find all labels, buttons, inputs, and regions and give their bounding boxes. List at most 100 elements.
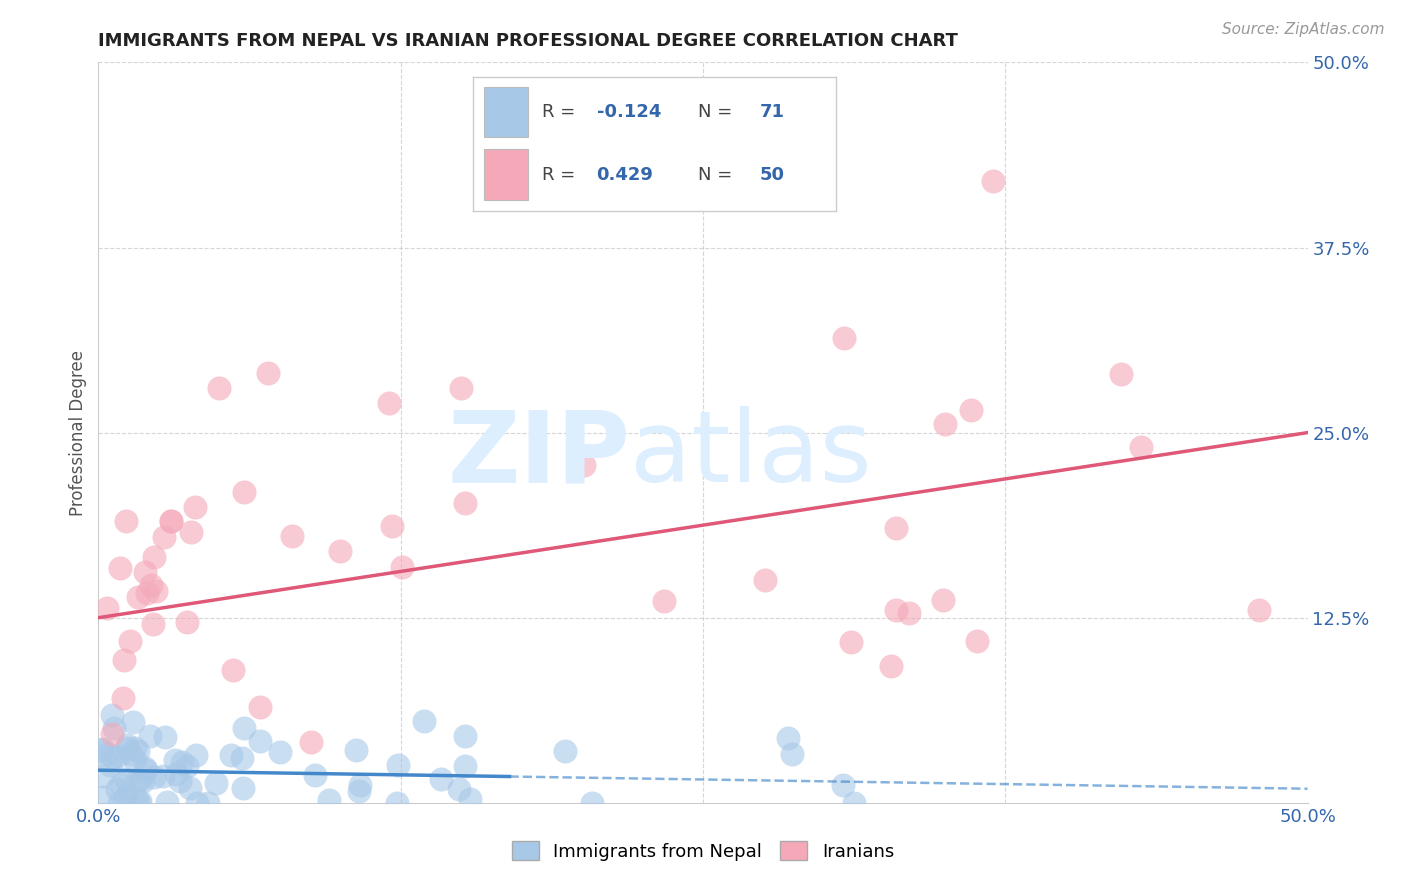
Point (111, 690, 134, 705)
Point (347, 784, 370, 798)
Point (134, 761, 156, 775)
Point (135, 763, 157, 777)
Point (176, 615, 198, 629)
Point (101, 708, 124, 723)
Point (886, 603, 908, 617)
Point (232, 721, 254, 735)
Point (122, 714, 145, 729)
Point (124, 792, 146, 806)
Point (96, 747, 118, 761)
Y-axis label: Professional Degree: Professional Degree (69, 350, 87, 516)
Point (232, 781, 254, 796)
Point (842, 796, 865, 810)
Point (222, 663, 245, 677)
Point (780, 747, 803, 761)
Point (304, 767, 326, 781)
Point (1249, 603, 1271, 617)
Point (256, 367, 278, 381)
Point (128, 796, 150, 810)
Point (100, 758, 122, 772)
Point (179, 780, 201, 795)
Point (115, 514, 138, 528)
Point (449, 781, 471, 796)
Point (377, 396, 399, 410)
Point (135, 586, 157, 600)
Point (344, 743, 367, 757)
Point (127, 590, 149, 604)
Point (145, 584, 167, 599)
Point (932, 593, 955, 607)
Point (231, 751, 253, 765)
Point (169, 774, 191, 789)
Point (108, 560, 131, 574)
Point (108, 796, 131, 810)
Point (1109, 367, 1132, 381)
Point (381, 519, 404, 533)
Point (208, 381, 231, 395)
Point (879, 659, 901, 673)
Point (554, 744, 576, 758)
Point (269, 745, 291, 759)
Point (776, 731, 799, 745)
Point (160, 514, 183, 528)
Point (281, 529, 304, 543)
Legend: Immigrants from Nepal, Iranians: Immigrants from Nepal, Iranians (505, 834, 901, 868)
Point (165, 753, 187, 767)
Point (839, 635, 862, 649)
Point (454, 759, 477, 773)
Point (232, 484, 254, 499)
Point (91, 742, 114, 756)
Point (413, 714, 436, 728)
Point (172, 755, 194, 769)
Point (132, 774, 155, 789)
Point (981, 174, 1004, 188)
Point (898, 607, 921, 621)
Point (184, 500, 207, 514)
Point (125, 772, 148, 787)
Point (581, 796, 603, 810)
Point (105, 782, 128, 797)
Point (91, 769, 114, 783)
Text: ZIP: ZIP (447, 407, 630, 503)
Point (114, 790, 136, 805)
Point (96, 601, 118, 615)
Point (219, 748, 242, 763)
Point (110, 777, 132, 791)
Point (124, 740, 146, 755)
Point (101, 749, 124, 764)
Point (115, 738, 138, 752)
Point (129, 773, 152, 788)
Point (884, 520, 907, 534)
Point (152, 769, 174, 783)
Point (387, 758, 409, 772)
Point (129, 794, 152, 808)
Point (249, 700, 271, 714)
Point (103, 721, 125, 735)
Point (754, 573, 776, 587)
Point (453, 730, 475, 744)
Point (832, 778, 855, 792)
Point (90, 742, 112, 756)
Point (966, 634, 988, 648)
Point (91, 789, 114, 804)
Point (176, 758, 198, 772)
Point (959, 402, 981, 417)
Point (115, 789, 138, 803)
Point (120, 634, 142, 648)
Point (329, 544, 352, 558)
Point (155, 731, 177, 745)
Point (134, 565, 156, 579)
Point (934, 417, 956, 432)
Point (249, 734, 271, 748)
Text: Source: ZipAtlas.com: Source: ZipAtlas.com (1222, 22, 1385, 37)
Point (120, 747, 142, 761)
Point (112, 653, 135, 667)
Point (180, 525, 202, 540)
Point (124, 753, 146, 767)
Point (652, 594, 675, 608)
Point (186, 796, 208, 810)
Point (391, 560, 413, 574)
Text: IMMIGRANTS FROM NEPAL VS IRANIAN PROFESSIONAL DEGREE CORRELATION CHART: IMMIGRANTS FROM NEPAL VS IRANIAN PROFESS… (98, 32, 959, 50)
Point (139, 729, 162, 743)
Point (429, 772, 451, 786)
